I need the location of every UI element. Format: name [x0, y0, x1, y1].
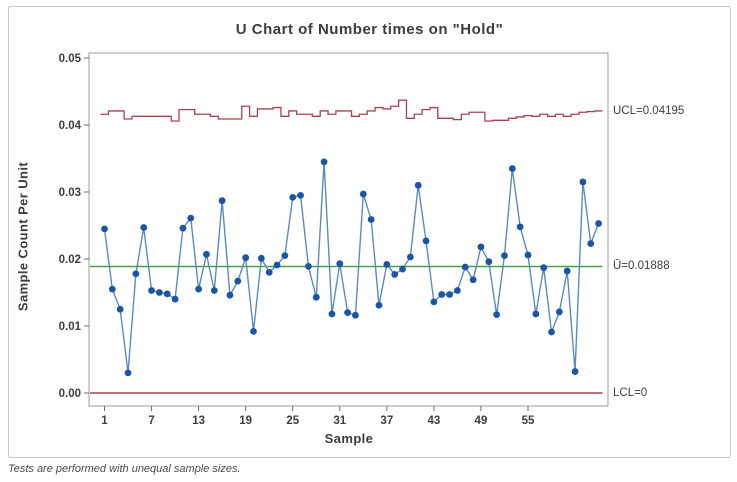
y-tick-label: 0.04 [59, 120, 82, 132]
data-point[interactable] [226, 291, 234, 299]
plot-frame [88, 52, 609, 407]
data-point[interactable] [203, 250, 210, 258]
x-tick-label: 37 [380, 415, 393, 427]
data-point[interactable] [289, 193, 297, 201]
x-axis-title: Sample [324, 431, 374, 446]
data-point[interactable] [344, 309, 352, 316]
data-point[interactable] [383, 260, 391, 268]
data-point[interactable] [124, 369, 132, 377]
data-point[interactable] [493, 311, 501, 319]
data-point[interactable] [171, 295, 179, 303]
data-point[interactable] [132, 270, 140, 278]
data-point[interactable] [485, 258, 493, 266]
data-point[interactable] [187, 214, 195, 222]
data-point[interactable] [257, 254, 265, 262]
data-point[interactable] [210, 287, 218, 294]
x-tick-label: 55 [522, 415, 535, 427]
data-point[interactable] [508, 165, 516, 172]
data-point[interactable] [218, 197, 226, 205]
data-point[interactable] [101, 225, 108, 233]
data-point[interactable] [579, 178, 587, 186]
data-point[interactable] [406, 253, 414, 261]
data-point[interactable] [571, 368, 579, 375]
x-tick-label: 7 [148, 415, 154, 427]
x-tick-label: 43 [427, 415, 440, 427]
x-tick-label: 25 [286, 415, 299, 427]
data-point[interactable] [540, 264, 548, 272]
data-point[interactable] [250, 327, 257, 335]
y-tick-label: 0.05 [59, 53, 82, 65]
data-point[interactable] [399, 265, 406, 273]
data-point[interactable] [273, 261, 281, 269]
y-axis-title: Sample Count Per Unit [15, 161, 31, 312]
data-point[interactable] [469, 276, 477, 284]
u-chart-canvas: 0.00 0.01 0.02 0.03 0.04 0.05 1 7 13 19 25 31 37 43 49… [59, 52, 609, 427]
data-point[interactable] [328, 310, 336, 318]
data-point[interactable] [367, 216, 375, 223]
data-point[interactable] [524, 251, 532, 259]
data-point[interactable] [297, 191, 304, 199]
center-line-annotation: Ū=0.01888 [613, 260, 670, 272]
data-point[interactable] [312, 293, 320, 301]
ucl-annotation: UCL=0.04195 [613, 105, 685, 117]
y-tick-label: 0.02 [59, 254, 81, 266]
data-point[interactable] [148, 287, 155, 294]
data-point[interactable] [116, 305, 124, 313]
data-point[interactable] [179, 224, 187, 232]
data-point[interactable] [587, 240, 595, 247]
x-tick-label: 49 [475, 415, 488, 427]
data-point[interactable] [320, 158, 328, 166]
data-point[interactable] [438, 291, 446, 298]
ucl-line [100, 99, 603, 122]
chart-panel: U Chart of Number times on "Hold" 0.00 0.… [8, 6, 731, 458]
data-point[interactable] [414, 181, 422, 189]
data-point[interactable] [454, 287, 461, 294]
data-point[interactable] [265, 269, 273, 276]
data-point[interactable] [281, 252, 289, 260]
data-point[interactable] [501, 252, 508, 260]
chart-title: U Chart of Number times on "Hold" [235, 21, 504, 38]
x-tick-label: 31 [333, 415, 346, 427]
data-point[interactable] [163, 290, 171, 298]
x-tick-label: 1 [101, 415, 108, 427]
y-tick-label: 0.03 [59, 187, 81, 199]
data-point[interactable] [359, 190, 367, 198]
data-point[interactable] [555, 308, 563, 316]
y-tick-label: 0.00 [59, 388, 81, 400]
lcl-annotation: LCL=0 [613, 387, 648, 399]
data-point[interactable] [430, 298, 438, 306]
data-point[interactable] [532, 310, 540, 318]
data-point[interactable] [446, 291, 453, 298]
data-point[interactable] [548, 328, 555, 336]
data-point[interactable] [234, 277, 242, 285]
data-point[interactable] [563, 267, 571, 275]
data-point[interactable] [336, 260, 344, 268]
data-point[interactable] [155, 289, 163, 296]
data-point[interactable] [477, 243, 485, 251]
data-point[interactable] [516, 223, 524, 231]
x-tick-label: 19 [239, 415, 252, 427]
data-point[interactable] [595, 220, 602, 227]
data-point[interactable] [242, 254, 250, 262]
data-point[interactable] [305, 262, 312, 270]
series-line [103, 161, 600, 373]
footer-note: Tests are performed with unequal sample … [8, 463, 241, 475]
data-point[interactable] [461, 263, 469, 271]
data-point[interactable] [391, 271, 399, 278]
data-point[interactable] [352, 311, 359, 319]
x-tick-label: 13 [192, 415, 205, 427]
y-tick-label: 0.01 [59, 321, 82, 333]
data-point[interactable] [195, 285, 203, 293]
data-point[interactable] [422, 237, 430, 245]
data-point[interactable] [375, 301, 383, 309]
data-point[interactable] [140, 224, 148, 231]
data-point[interactable] [108, 285, 116, 293]
